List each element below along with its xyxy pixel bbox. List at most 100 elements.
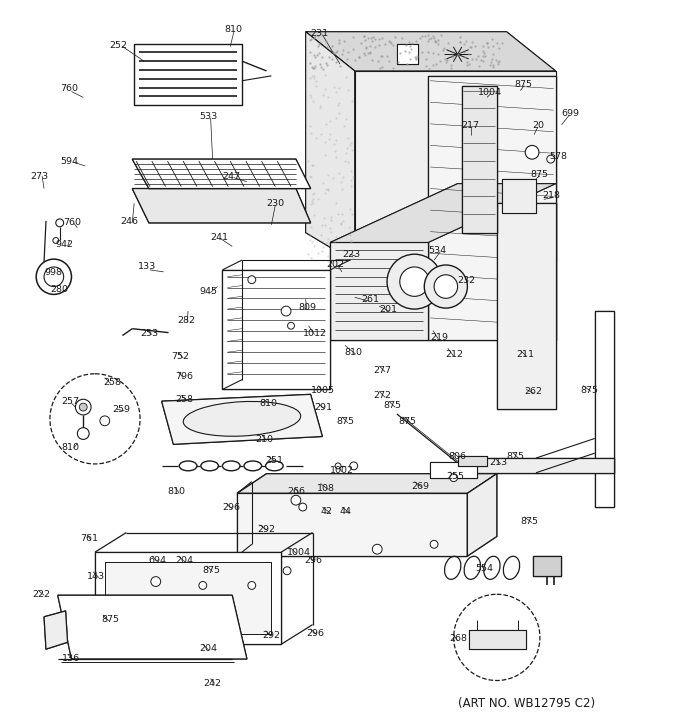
Polygon shape: [462, 86, 497, 233]
Text: 810: 810: [62, 444, 80, 452]
Text: 20: 20: [532, 121, 544, 130]
Circle shape: [434, 275, 458, 298]
Text: 242: 242: [203, 679, 221, 687]
Circle shape: [288, 323, 294, 329]
Text: 217: 217: [462, 121, 479, 130]
Text: 810: 810: [167, 487, 186, 497]
Circle shape: [449, 473, 458, 481]
Circle shape: [44, 267, 64, 286]
Circle shape: [248, 276, 256, 283]
Circle shape: [80, 403, 87, 411]
Text: 945: 945: [199, 286, 217, 296]
Text: 273: 273: [31, 172, 48, 181]
Polygon shape: [428, 76, 556, 341]
Circle shape: [282, 306, 291, 316]
Text: 280: 280: [50, 285, 68, 294]
Circle shape: [387, 254, 442, 309]
Text: 875: 875: [507, 452, 524, 461]
Text: 223: 223: [342, 250, 360, 260]
Text: 269: 269: [411, 481, 430, 491]
Text: 998: 998: [44, 268, 62, 277]
Circle shape: [547, 155, 555, 163]
Text: 875: 875: [515, 80, 532, 88]
Text: 761: 761: [80, 534, 99, 544]
Text: 699: 699: [562, 109, 579, 118]
Polygon shape: [430, 462, 477, 478]
Text: 255: 255: [446, 472, 464, 481]
Circle shape: [36, 259, 71, 294]
Polygon shape: [330, 242, 428, 341]
Text: 875: 875: [336, 417, 354, 426]
Text: 231: 231: [311, 29, 328, 38]
Text: 272: 272: [373, 392, 391, 400]
Polygon shape: [533, 556, 560, 576]
Circle shape: [100, 416, 109, 426]
Text: 1004: 1004: [287, 548, 311, 558]
Polygon shape: [222, 270, 330, 389]
Text: 694: 694: [148, 556, 166, 565]
Text: 875: 875: [520, 517, 539, 526]
Text: 211: 211: [516, 350, 534, 360]
Polygon shape: [306, 32, 355, 262]
Text: 258: 258: [175, 395, 193, 405]
Text: 218: 218: [542, 191, 560, 201]
Text: 252: 252: [109, 41, 128, 49]
Polygon shape: [458, 456, 487, 466]
Text: 212: 212: [445, 350, 463, 360]
Polygon shape: [595, 311, 615, 507]
Text: 578: 578: [549, 152, 568, 161]
Polygon shape: [95, 552, 282, 645]
Text: 291: 291: [315, 403, 333, 413]
Text: 796: 796: [175, 372, 193, 381]
Polygon shape: [460, 458, 615, 473]
Circle shape: [373, 544, 382, 554]
Text: 133: 133: [138, 262, 156, 271]
Text: 213: 213: [489, 458, 507, 467]
Circle shape: [291, 495, 301, 505]
Text: 760: 760: [64, 218, 82, 227]
Text: 594: 594: [61, 157, 79, 166]
Text: 810: 810: [260, 399, 277, 408]
Polygon shape: [132, 160, 311, 188]
Circle shape: [75, 399, 91, 415]
Polygon shape: [44, 611, 67, 649]
Polygon shape: [467, 473, 497, 556]
Polygon shape: [469, 629, 526, 649]
Text: 247: 247: [222, 172, 241, 181]
Text: (ART NO. WB12795 C2): (ART NO. WB12795 C2): [458, 697, 595, 710]
Text: 262: 262: [524, 387, 542, 397]
Text: 201: 201: [379, 305, 397, 314]
Polygon shape: [58, 595, 247, 659]
Text: 875: 875: [203, 566, 221, 575]
Text: 292: 292: [258, 525, 275, 534]
Polygon shape: [237, 473, 497, 493]
Circle shape: [78, 428, 89, 439]
Text: 296: 296: [307, 629, 324, 637]
Polygon shape: [237, 493, 467, 556]
Text: 261: 261: [362, 295, 379, 304]
Polygon shape: [330, 183, 556, 242]
Text: 136: 136: [62, 654, 80, 663]
Polygon shape: [497, 203, 556, 409]
Text: 246: 246: [120, 217, 139, 226]
Text: 810: 810: [224, 25, 242, 34]
Circle shape: [430, 540, 438, 548]
Polygon shape: [105, 562, 271, 634]
Text: 204: 204: [199, 645, 217, 653]
Text: 809: 809: [299, 303, 317, 312]
Text: 257: 257: [62, 397, 80, 406]
Polygon shape: [162, 394, 322, 444]
Ellipse shape: [184, 402, 301, 436]
Text: 277: 277: [373, 366, 391, 375]
Polygon shape: [306, 32, 556, 71]
Polygon shape: [355, 71, 556, 262]
Text: 232: 232: [458, 276, 476, 285]
Text: 258: 258: [103, 378, 121, 386]
Text: 942: 942: [56, 241, 74, 249]
Circle shape: [424, 265, 467, 308]
Circle shape: [299, 503, 307, 511]
Polygon shape: [397, 44, 418, 64]
Text: 1002: 1002: [330, 466, 354, 475]
Text: 875: 875: [530, 170, 548, 179]
Text: 259: 259: [113, 405, 131, 414]
